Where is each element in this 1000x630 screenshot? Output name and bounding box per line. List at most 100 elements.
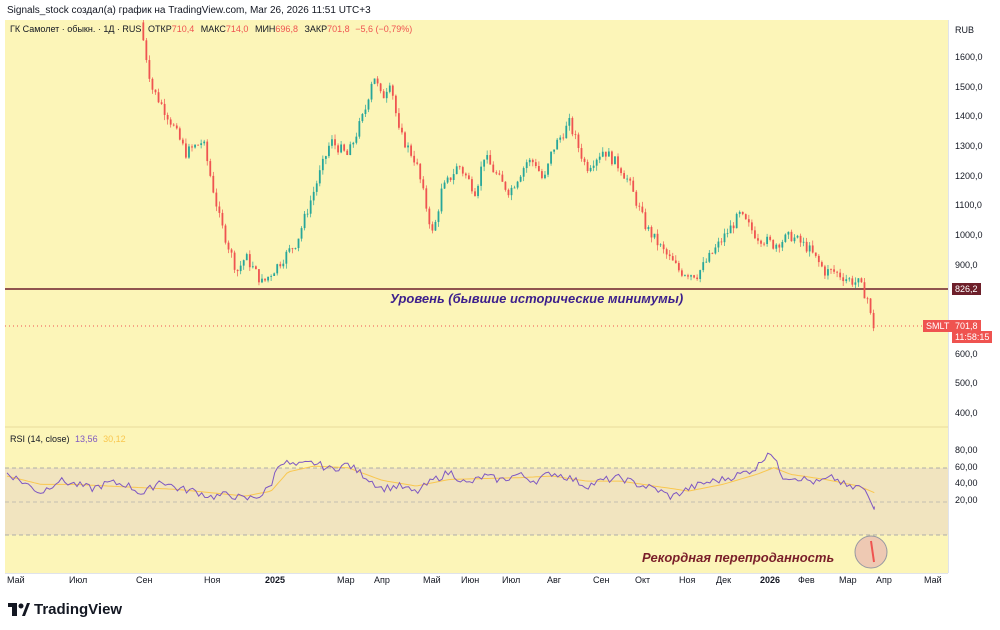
rsi-legend-label[interactable]: RSI (14, close) (10, 434, 70, 444)
candle-up (565, 125, 568, 139)
candle-up (607, 151, 610, 157)
legend-high-value: 714,0 (225, 24, 249, 34)
candle-up (848, 278, 851, 280)
last-price-badge: 701,8 (952, 320, 981, 332)
candle-down (206, 141, 209, 162)
candle-up (440, 188, 443, 212)
candle-down (571, 117, 574, 135)
candle-up (203, 141, 206, 144)
candle-down (836, 271, 838, 273)
rsi-legend-value2: 30,12 (103, 434, 126, 444)
candle-down (757, 238, 759, 241)
candle-down (507, 189, 510, 196)
candle-down (410, 145, 412, 156)
candle-up (355, 136, 358, 143)
candle-down (656, 233, 659, 246)
candle-down (419, 163, 422, 180)
candle-down (504, 181, 507, 190)
candle-up (486, 155, 489, 160)
candle-down (175, 125, 178, 129)
candle-down (772, 239, 775, 249)
price-tick-label: 1600,0 (955, 52, 983, 62)
candle-down (805, 241, 808, 252)
chart-plot-area[interactable]: ГК Самолет · обыкн. · 1Д · RUS ОТКР710,4… (5, 20, 948, 573)
candle-up (528, 159, 531, 163)
candle-down (623, 173, 625, 179)
oversold-rsi-tail (870, 540, 875, 563)
candle-up (251, 266, 254, 268)
candles-group (142, 20, 875, 332)
candle-up (516, 181, 519, 188)
rsi-line (6, 452, 875, 510)
price-tick-label: 500,0 (955, 378, 978, 389)
candle-up (288, 248, 291, 252)
price-tick-label: 1400,0 (955, 111, 983, 122)
candle-down (769, 236, 772, 240)
candle-down (142, 22, 145, 41)
candle-up (705, 261, 708, 263)
candle-up (699, 270, 702, 280)
candle-down (468, 175, 470, 180)
candle-up (367, 99, 370, 110)
candle-up (854, 282, 857, 285)
price-tick-label: 400,0 (955, 407, 978, 418)
candle-down (531, 159, 534, 163)
candle-down (638, 205, 641, 207)
price-tick-label: 1000,0 (955, 229, 983, 240)
candle-up (364, 109, 367, 115)
time-axis[interactable]: Май Июл Сен Ноя 2025 Мар Апр Май Июн Июл Авг Сен Окт… (5, 573, 948, 588)
price-axis[interactable]: RUB 1600,0 1500,0 1400,0 1300,0 1200,0 1100,0… (923, 20, 994, 573)
candle-up (270, 276, 273, 277)
candle-up (547, 163, 549, 175)
candle-down (416, 162, 419, 164)
candle-down (157, 92, 160, 103)
candle-down (227, 242, 230, 250)
candle-down (674, 260, 677, 264)
candle-down (830, 269, 832, 270)
candle-up (294, 248, 297, 249)
legend-low-value: 696,8 (275, 24, 298, 34)
candle-up (315, 183, 318, 192)
candle-up (200, 143, 203, 145)
candle-up (784, 234, 787, 242)
candle-down (750, 222, 753, 231)
ticker-badge: SMLT (923, 320, 953, 332)
time-tick-label: Мар (337, 575, 355, 585)
rsi-legend-value1: 13,56 (75, 434, 98, 444)
tradingview-logo[interactable]: TradingView (8, 601, 122, 618)
candle-down (151, 78, 154, 90)
candle-down (632, 180, 635, 192)
candle-up (726, 233, 729, 235)
candle-down (668, 254, 671, 257)
candle-up (194, 144, 196, 148)
legend-symbol[interactable]: ГК Самолет · обыкн. · 1Д · RUS (10, 24, 142, 34)
candle-up (787, 231, 790, 235)
candle-up (455, 166, 458, 175)
candle-down (860, 278, 863, 283)
candle-down (474, 191, 476, 197)
chart-svg (5, 20, 948, 569)
candle-down (233, 252, 236, 270)
candle-down (166, 114, 169, 120)
candle-down (711, 252, 714, 254)
time-tick-label: Июл (69, 575, 88, 585)
candle-down (291, 248, 294, 250)
candle-down (629, 178, 632, 181)
candle-up (845, 279, 848, 282)
candle-down (620, 168, 622, 174)
brand-name: TradingView (34, 601, 123, 618)
candle-down (611, 151, 613, 165)
candle-down (851, 278, 854, 285)
rsi-band (5, 468, 948, 535)
candle-down (754, 230, 756, 239)
time-tick-label: Ноя (204, 575, 221, 585)
countdown-badge: 11:58:15 (952, 331, 993, 343)
candle-down (747, 219, 750, 223)
candle-up (513, 187, 516, 189)
time-tick-label: Май (924, 575, 942, 585)
candle-down (650, 227, 653, 238)
candle-up (437, 211, 440, 222)
time-tick-label: Сен (136, 575, 153, 585)
candle-up (857, 278, 860, 283)
candle-up (239, 265, 242, 272)
